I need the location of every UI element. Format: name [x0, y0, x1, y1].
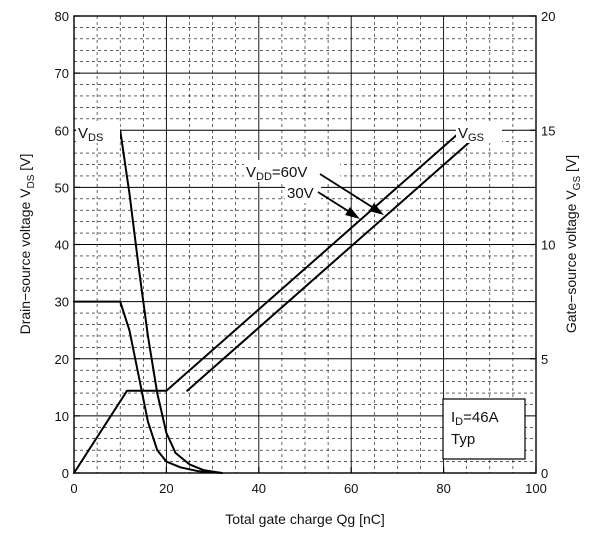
vdd-30-label-bg: [285, 182, 321, 203]
vdd-60-label: VDD=60V: [246, 164, 307, 183]
vdd-30-label: 30V: [287, 185, 314, 202]
y-left-axis-title: Drain−source voltage VDS [V]: [17, 154, 37, 335]
x-tick-label: 0: [70, 481, 77, 496]
series-line-0: [119, 129, 223, 474]
y-left-tick-label: 0: [62, 466, 69, 481]
vdd-60-arrowhead: [369, 203, 384, 215]
vds-label: VDS: [78, 125, 103, 144]
info-typ: Typ: [451, 431, 475, 448]
y-right-tick-label: 15: [541, 123, 555, 138]
info-drain-current: ID=46A: [451, 409, 499, 428]
y-left-tick-label: 20: [55, 352, 69, 367]
y-left-tick-label: 70: [55, 66, 69, 81]
y-left-tick-label: 40: [55, 238, 69, 253]
y-right-tick-label: 0: [541, 466, 548, 481]
vdd-60-arrow: [319, 173, 381, 213]
y-right-tick-label: 5: [541, 352, 548, 367]
info-box: [442, 398, 526, 460]
x-tick-label: 60: [344, 481, 358, 496]
vgs-label: VGS: [458, 125, 484, 144]
x-tick-label: 20: [159, 481, 173, 496]
y-left-tick-label: 50: [55, 180, 69, 195]
x-tick-label: 80: [436, 481, 450, 496]
series-line-2: [73, 129, 464, 474]
series-line-3: [186, 129, 484, 392]
vgs-label-bg: [456, 121, 502, 143]
y-right-axis-title: Gate−source voltage VGS [V]: [563, 155, 583, 333]
vdd-60-label-bg: [244, 160, 340, 182]
x-tick-label: 40: [252, 481, 266, 496]
y-right-tick-label: 10: [541, 238, 555, 253]
series-line-1: [73, 300, 223, 474]
y-left-tick-label: 80: [55, 9, 69, 24]
vds-label-bg: [76, 121, 120, 143]
y-left-tick-label: 30: [55, 295, 69, 310]
x-axis-title: Total gate charge Qg [nC]: [225, 511, 385, 527]
y-right-tick-label: 20: [541, 9, 555, 24]
y-left-tick-label: 60: [55, 123, 69, 138]
vdd-30-arrowhead: [345, 207, 360, 219]
series-lines: [73, 129, 484, 474]
y-left-tick-label: 10: [55, 409, 69, 424]
x-tick-label: 100: [525, 481, 547, 496]
